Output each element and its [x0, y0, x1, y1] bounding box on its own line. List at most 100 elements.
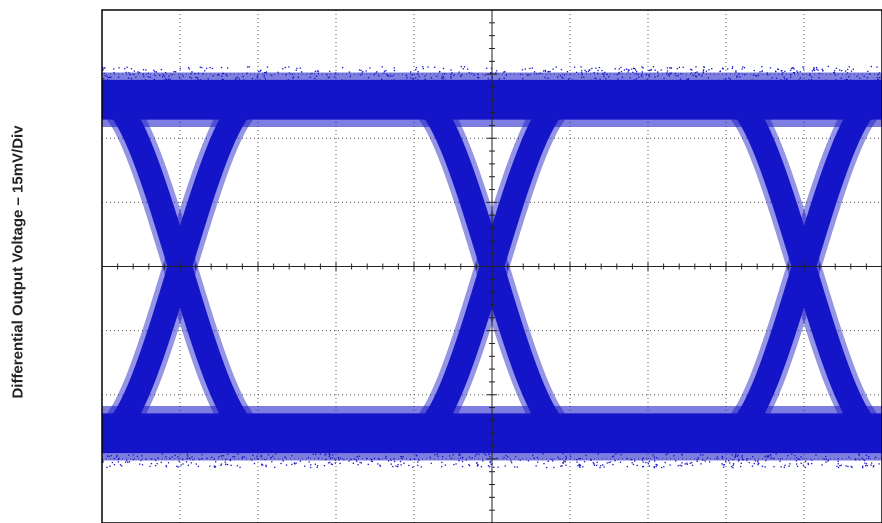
noise-dot: [216, 74, 219, 76]
noise-dot: [414, 77, 417, 79]
noise-dot: [675, 72, 677, 74]
noise-dot: [157, 457, 159, 459]
noise-dot: [833, 72, 835, 74]
noise-dot: [109, 465, 111, 467]
noise-dot: [265, 464, 267, 467]
noise-dot: [468, 464, 471, 467]
noise-dot: [737, 460, 740, 462]
noise-dot: [186, 457, 189, 459]
noise-dot: [332, 454, 334, 456]
noise-dot: [142, 69, 145, 71]
noise-dot: [790, 69, 792, 71]
noise-dot: [635, 73, 637, 75]
noise-dot: [742, 66, 744, 68]
noise-dot: [226, 463, 229, 466]
noise-dot: [787, 455, 789, 457]
noise-dot: [503, 77, 505, 79]
noise-dot: [191, 71, 193, 73]
noise-dot: [385, 455, 387, 458]
noise-dot: [258, 70, 260, 73]
noise-dot: [775, 77, 778, 79]
noise-dot: [297, 76, 300, 79]
noise-dot: [116, 454, 118, 457]
noise-dot: [599, 78, 601, 80]
noise-dot: [695, 76, 697, 78]
noise-dot: [378, 458, 381, 460]
noise-dot: [696, 460, 698, 462]
noise-dot: [156, 462, 158, 465]
noise-dot: [390, 75, 392, 77]
noise-dot: [352, 462, 354, 465]
noise-dot: [256, 455, 258, 457]
noise-dot: [247, 66, 249, 68]
noise-dot: [465, 79, 467, 82]
noise-dot: [608, 76, 610, 78]
noise-dot: [788, 465, 790, 467]
noise-dot: [490, 463, 492, 466]
noise-dot: [687, 79, 689, 81]
noise-dot: [103, 68, 105, 70]
noise-dot: [680, 465, 683, 467]
noise-dot: [526, 74, 529, 76]
noise-dot: [195, 76, 197, 79]
noise-dot: [236, 76, 239, 79]
noise-dot: [199, 66, 201, 68]
noise-dot: [834, 74, 837, 76]
noise-dot: [319, 453, 321, 455]
noise-dot: [211, 67, 214, 70]
noise-dot: [616, 73, 618, 76]
noise-dot: [400, 455, 402, 458]
noise-dot: [201, 454, 203, 456]
noise-dot: [350, 459, 352, 461]
noise-dot: [453, 463, 455, 466]
noise-dot: [690, 461, 693, 464]
noise-dot: [815, 454, 817, 456]
noise-dot: [804, 466, 807, 468]
noise-dot: [164, 78, 166, 80]
noise-dot: [143, 75, 145, 78]
noise-dot: [748, 461, 750, 464]
noise-dot: [559, 74, 562, 77]
noise-dot: [682, 66, 684, 68]
noise-dot: [334, 459, 337, 461]
noise-dot: [764, 466, 766, 468]
noise-dot: [767, 455, 769, 458]
noise-dot: [699, 454, 702, 456]
noise-dot: [765, 459, 767, 462]
noise-dot: [782, 71, 784, 74]
noise-dot: [653, 460, 656, 462]
noise-dot: [581, 70, 583, 72]
noise-dot: [498, 78, 501, 80]
noise-dot: [742, 459, 745, 461]
noise-dot: [790, 76, 792, 78]
noise-dot: [755, 75, 757, 77]
noise-dot: [377, 458, 379, 460]
noise-dot: [855, 459, 857, 461]
noise-dot: [186, 453, 188, 455]
noise-dot: [761, 70, 763, 72]
noise-dot: [870, 65, 872, 68]
noise-dot: [207, 78, 209, 80]
noise-dot: [417, 71, 419, 73]
noise-dot: [315, 453, 317, 456]
noise-dot: [812, 69, 815, 71]
noise-dot: [197, 78, 199, 80]
noise-dot: [316, 465, 319, 467]
noise-dot: [365, 70, 367, 72]
noise-dot: [626, 457, 629, 460]
noise-dot: [767, 74, 769, 76]
noise-dot: [132, 459, 135, 461]
noise-dot: [532, 454, 534, 456]
noise-dot: [796, 70, 798, 72]
noise-dot: [810, 76, 813, 78]
noise-dot: [565, 455, 567, 457]
noise-dot: [792, 67, 794, 69]
noise-dot: [795, 456, 798, 459]
noise-dot: [868, 455, 870, 458]
noise-dot: [285, 464, 288, 466]
noise-dot: [339, 457, 342, 459]
noise-dot: [188, 66, 190, 69]
noise-dot: [625, 68, 628, 70]
noise-dot: [284, 456, 286, 458]
noise-dot: [205, 67, 208, 70]
